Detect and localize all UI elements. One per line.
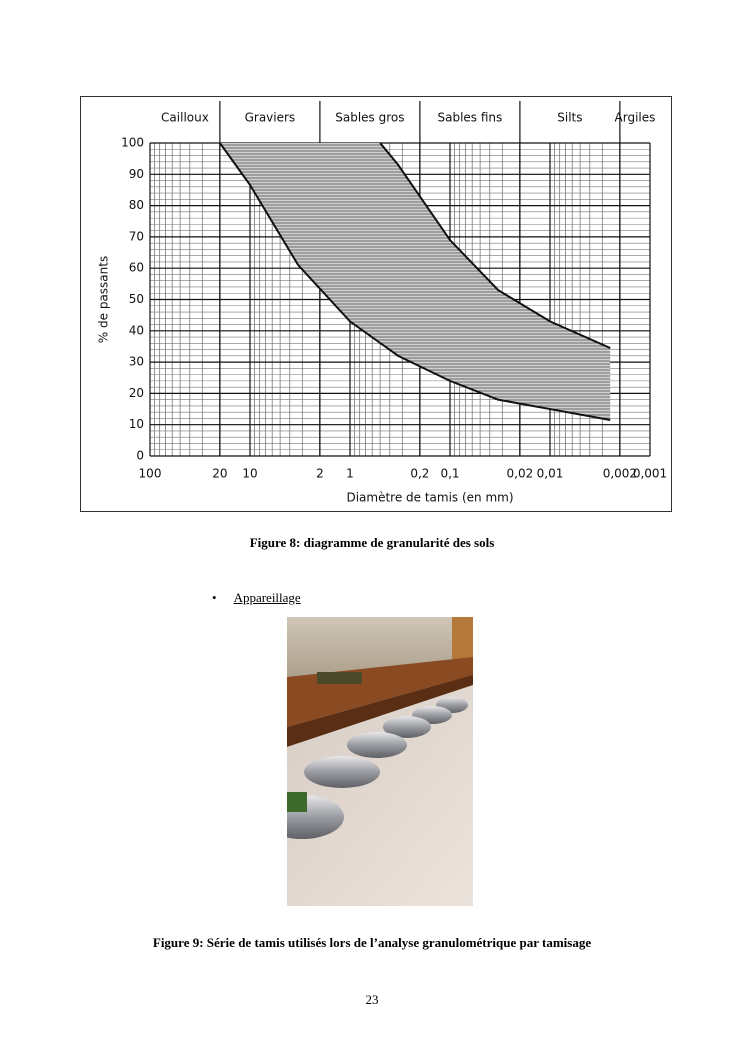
y-tick-label: 70 — [129, 229, 144, 243]
y-axis-title: % de passants — [97, 256, 111, 343]
photo — [287, 617, 473, 906]
zone-label: Sables gros — [335, 111, 404, 125]
zone-label: Silts — [557, 111, 582, 125]
zone-label: Cailloux — [161, 111, 209, 125]
envelope-band — [219, 143, 611, 421]
x-tick-label: 2 — [316, 467, 324, 481]
bullet-item: • Appareillage — [212, 590, 301, 605]
envelope-curve — [379, 142, 611, 349]
y-tick-label: 30 — [129, 355, 144, 369]
y-tick-label: 60 — [129, 261, 144, 275]
y-tick-label: 80 — [129, 198, 144, 212]
page-number: 23 — [365, 992, 379, 1007]
zone-label: Graviers — [245, 111, 296, 125]
x-tick-label: 0,01 — [537, 467, 564, 481]
y-tick-label: 20 — [129, 386, 144, 400]
chart: 0 10 20 30 40 50 60 70 80 90 100 100 20 10 2 1 0,2 0,1 0,0… — [80, 96, 672, 512]
y-tick-label: 10 — [129, 417, 144, 431]
x-tick-label: 0,02 — [507, 467, 534, 481]
x-axis-title: Diamètre de tamis (en mm) — [346, 491, 513, 505]
x-tick-label: 1 — [346, 467, 354, 481]
x-tick-label: 0,2 — [410, 467, 429, 481]
x-tick-label: 0,001 — [633, 467, 667, 481]
bullet-text: Appareillage — [233, 590, 301, 605]
y-tick-label: 90 — [129, 167, 144, 181]
y-tick-label: 0 — [136, 449, 144, 463]
y-tick-label: 40 — [129, 323, 144, 337]
zone-label: Argiles — [615, 111, 656, 125]
x-tick-label: 10 — [242, 467, 257, 481]
x-tick-label: 0,002 — [603, 467, 637, 481]
y-tick-label: 100 — [121, 136, 144, 150]
y-tick-label: 50 — [129, 292, 144, 306]
x-tick-label: 20 — [212, 467, 227, 481]
x-tick-label: 0,1 — [440, 467, 459, 481]
x-tick-label: 100 — [139, 467, 162, 481]
envelope-curve — [219, 142, 611, 421]
zone-label: Sables fins — [437, 111, 502, 125]
figure-caption: Figure 8: diagramme de granularité des s… — [249, 535, 495, 550]
figure-caption: Figure 9: Série de tamis utilisés lors d… — [152, 935, 592, 950]
